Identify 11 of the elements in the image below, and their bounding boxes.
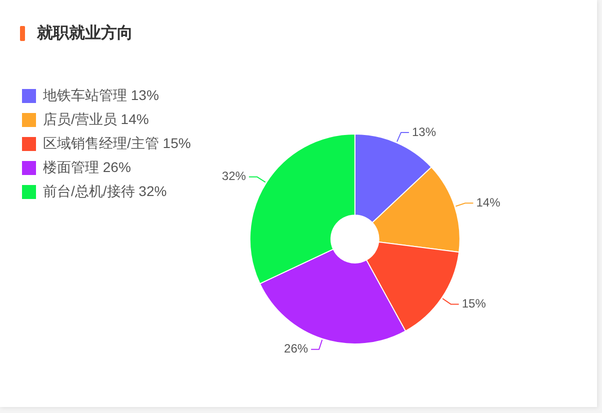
data-label: 32%: [222, 169, 246, 184]
legend-label: 店员/营业员 14%: [43, 110, 149, 127]
data-label: 13%: [412, 124, 436, 139]
legend-label: 区域销售经理/主管 15%: [43, 134, 191, 151]
legend-label: 地铁车站管理 13%: [42, 86, 159, 103]
legend-label: 楼面管理 26%: [43, 158, 131, 175]
data-label: 15%: [462, 296, 486, 311]
data-label: 26%: [284, 342, 308, 356]
chart-title: 就职就业方向: [37, 24, 133, 44]
data-label: 14%: [476, 195, 501, 210]
legend-label: 前台/总机/接待 32%: [43, 182, 167, 199]
